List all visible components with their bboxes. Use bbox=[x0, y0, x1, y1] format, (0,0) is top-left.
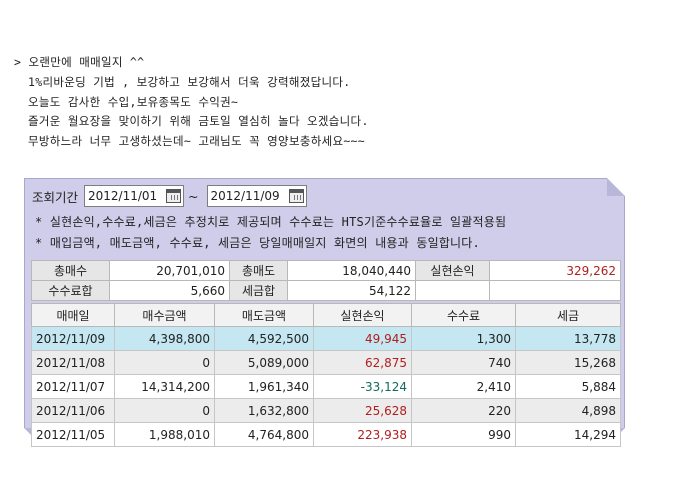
cell-fee: 990 bbox=[411, 422, 516, 447]
cell-pnl: -33,124 bbox=[313, 374, 412, 399]
table-row[interactable]: 2012/11/07 14,314,200 1,961,340 -33,124 … bbox=[31, 374, 621, 399]
calendar-icon[interactable] bbox=[288, 189, 304, 203]
cell-buy: 1,988,010 bbox=[114, 422, 215, 447]
cell-date: 2012/11/05 bbox=[31, 422, 115, 447]
start-date-field[interactable]: 2012/11/01 bbox=[84, 185, 185, 207]
column-header[interactable]: 매매일 bbox=[31, 303, 115, 327]
cell-fee: 2,410 bbox=[411, 374, 516, 399]
cell-date: 2012/11/06 bbox=[31, 398, 115, 423]
table-row[interactable]: 2012/11/05 1,988,010 4,764,800 223,938 9… bbox=[31, 422, 621, 447]
summary-label: 수수료합 bbox=[31, 280, 110, 301]
start-date-value: 2012/11/01 bbox=[88, 189, 158, 203]
end-date-value: 2012/11/09 bbox=[210, 189, 280, 203]
memo-line: 오늘도 감사한 수입,보유종목도 수익권~ bbox=[28, 94, 239, 109]
summary-label: 총매도 bbox=[229, 260, 288, 281]
query-period: 조회기간 2012/11/01 ~ 2012/11/09 bbox=[32, 185, 307, 207]
table-header-row: 매매일 매수금액 매도금액 실현손익 수수료 세금 bbox=[31, 303, 621, 327]
cell-sell: 1,961,340 bbox=[214, 374, 314, 399]
table-row[interactable]: 2012/11/09 4,398,800 4,592,500 49,945 1,… bbox=[31, 326, 621, 351]
cell-buy: 0 bbox=[114, 350, 215, 375]
cell-buy: 0 bbox=[114, 398, 215, 423]
table-row[interactable]: 2012/11/06 0 1,632,800 25,628 220 4,898 bbox=[31, 398, 621, 423]
cell-buy: 4,398,800 bbox=[114, 326, 215, 351]
column-header[interactable]: 매도금액 bbox=[214, 303, 314, 327]
notice-line: * 매입금액, 매도금액, 수수료, 세금은 당일매매일지 화면의 내용과 동일… bbox=[35, 236, 480, 250]
cell-fee: 1,300 bbox=[411, 326, 516, 351]
cell-sell: 4,592,500 bbox=[214, 326, 314, 351]
summary-value: 18,040,440 bbox=[287, 260, 416, 281]
empty-cell bbox=[489, 280, 621, 301]
cell-tax: 13,778 bbox=[515, 326, 621, 351]
cell-pnl: 49,945 bbox=[313, 326, 412, 351]
cell-date: 2012/11/07 bbox=[31, 374, 115, 399]
summary-value: 5,660 bbox=[109, 280, 230, 301]
cell-tax: 4,898 bbox=[515, 398, 621, 423]
cell-pnl: 223,938 bbox=[313, 422, 412, 447]
end-date-field[interactable]: 2012/11/09 bbox=[206, 185, 307, 207]
memo-line: > 오랜만에 매매일지 ^^ bbox=[14, 55, 145, 69]
cell-pnl: 62,875 bbox=[313, 350, 412, 375]
column-header[interactable]: 수수료 bbox=[411, 303, 516, 327]
daily-detail-table: 매매일 매수금액 매도금액 실현손익 수수료 세금 2012/11/09 4,3… bbox=[31, 303, 621, 447]
date-separator: ~ bbox=[188, 188, 199, 204]
calendar-icon[interactable] bbox=[166, 189, 182, 203]
summary-value: 20,701,010 bbox=[109, 260, 230, 281]
cell-fee: 740 bbox=[411, 350, 516, 375]
table-row[interactable]: 2012/11/08 0 5,089,000 62,875 740 15,268 bbox=[31, 350, 621, 375]
summary-value: 54,122 bbox=[287, 280, 416, 301]
cell-sell: 5,089,000 bbox=[214, 350, 314, 375]
cell-fee: 220 bbox=[411, 398, 516, 423]
cell-tax: 14,294 bbox=[515, 422, 621, 447]
summary-label: 실현손익 bbox=[415, 260, 490, 281]
page-fold-corner bbox=[607, 178, 625, 196]
memo-text: > 오랜만에 매매일지 ^^ 1%리바운딩 기법 , 보강하고 보강해서 더욱 … bbox=[14, 53, 369, 152]
summary-label: 세금합 bbox=[229, 280, 288, 301]
summary-value: 329,262 bbox=[489, 260, 621, 281]
cell-date: 2012/11/09 bbox=[31, 326, 115, 351]
cell-date: 2012/11/08 bbox=[31, 350, 115, 375]
memo-line: 무방하느라 너무 고생하셨는데~ 고래님도 꼭 영양보충하세요~~~ bbox=[28, 134, 366, 149]
cell-tax: 15,268 bbox=[515, 350, 621, 375]
summary-table: 총매수 20,701,010 총매도 18,040,440 실현손익 329,2… bbox=[31, 260, 621, 301]
empty-cell bbox=[415, 280, 490, 301]
notice-line: * 실현손익,수수료,세금은 추정치로 제공되며 수수료는 HTS기준수수료율로… bbox=[35, 215, 507, 229]
summary-label: 총매수 bbox=[31, 260, 110, 281]
cell-sell: 4,764,800 bbox=[214, 422, 314, 447]
cell-sell: 1,632,800 bbox=[214, 398, 314, 423]
memo-line: 즐거운 월요장을 맞이하기 위해 금토일 열심히 놀다 오겠습니다. bbox=[28, 114, 369, 129]
query-period-label: 조회기간 bbox=[32, 189, 79, 205]
column-header[interactable]: 세금 bbox=[515, 303, 621, 327]
column-header[interactable]: 매수금액 bbox=[114, 303, 215, 327]
cell-pnl: 25,628 bbox=[313, 398, 412, 423]
cell-tax: 5,884 bbox=[515, 374, 621, 399]
cell-buy: 14,314,200 bbox=[114, 374, 215, 399]
trading-journal-panel: 조회기간 2012/11/01 ~ 2012/11/09 * 실현손익,수수료,… bbox=[24, 178, 625, 447]
memo-line: 1%리바운딩 기법 , 보강하고 보강해서 더욱 강력해졌답니다. bbox=[28, 74, 351, 89]
column-header[interactable]: 실현손익 bbox=[313, 303, 412, 327]
